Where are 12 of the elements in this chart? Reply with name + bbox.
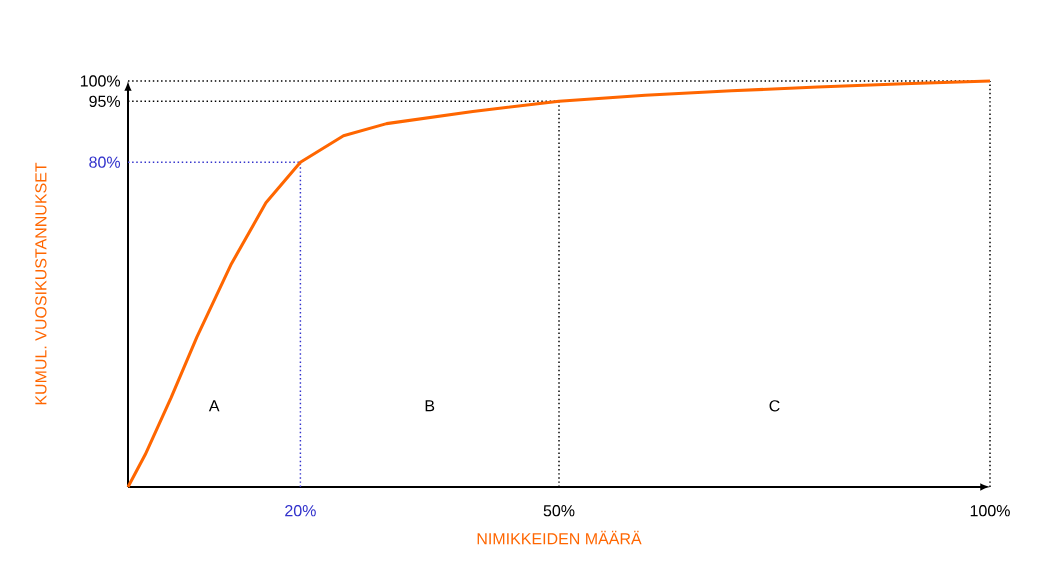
annotation: A: [208, 400, 220, 412]
y-tick-label: 95%: [89, 95, 121, 107]
y-tick-label: 100%: [80, 75, 121, 87]
y-axis-title: KUMUL. VUOSIKUSTANNUKSET: [35, 162, 47, 405]
x-tick-label: 50%: [543, 505, 575, 517]
x-tick-label: 100%: [970, 505, 1010, 517]
x-axis-title: NIMIKKEIDEN MÄÄRÄ: [477, 530, 642, 545]
x-tick-label: 20%: [285, 505, 316, 517]
annotation: B: [425, 400, 435, 412]
line-series: [126, 79, 992, 489]
y-tick-label: 80%: [89, 156, 121, 168]
annotation: C: [769, 400, 780, 412]
